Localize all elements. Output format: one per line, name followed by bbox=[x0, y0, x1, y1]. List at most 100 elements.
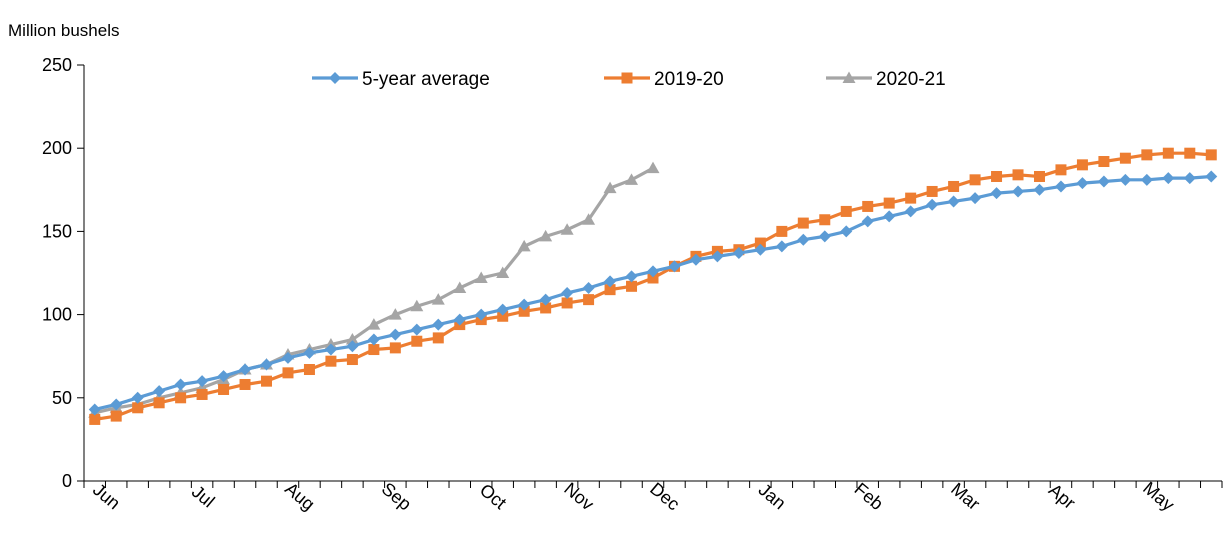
data-point bbox=[883, 210, 896, 223]
series-0 bbox=[88, 170, 1218, 416]
data-point bbox=[196, 375, 209, 388]
data-point bbox=[840, 225, 853, 238]
data-point bbox=[1119, 173, 1132, 186]
plot-area bbox=[88, 147, 1218, 425]
data-point bbox=[260, 358, 273, 371]
y-tick-label: 150 bbox=[42, 221, 72, 241]
data-point bbox=[410, 299, 424, 312]
x-tick-label: Feb bbox=[851, 479, 888, 514]
legend-item: 2020-21 bbox=[826, 69, 946, 90]
x-tick-label: Aug bbox=[281, 478, 318, 514]
data-point bbox=[689, 253, 702, 266]
data-point bbox=[1076, 177, 1089, 190]
data-point bbox=[904, 205, 917, 218]
legend-label: 2020-21 bbox=[876, 69, 946, 90]
data-point bbox=[625, 173, 639, 185]
x-tick-label: Mar bbox=[947, 479, 984, 514]
data-point bbox=[329, 72, 341, 84]
data-point bbox=[604, 275, 617, 288]
data-point bbox=[583, 294, 595, 306]
data-point bbox=[345, 333, 359, 345]
data-point bbox=[153, 397, 165, 409]
data-point bbox=[969, 174, 981, 186]
data-point bbox=[1162, 147, 1174, 159]
data-point bbox=[711, 250, 724, 263]
x-tick-label: May bbox=[1139, 478, 1178, 515]
data-point bbox=[1012, 169, 1024, 181]
data-point bbox=[797, 233, 810, 246]
data-point bbox=[540, 302, 552, 314]
data-point bbox=[561, 297, 573, 309]
legend-label: 5-year average bbox=[362, 69, 490, 90]
data-point bbox=[346, 354, 358, 366]
x-tick-label: Jan bbox=[755, 479, 790, 513]
data-point bbox=[389, 342, 401, 354]
data-point bbox=[862, 200, 874, 212]
y-tick-label: 250 bbox=[42, 55, 72, 75]
data-point bbox=[303, 346, 316, 359]
legend-item: 2019-20 bbox=[604, 69, 724, 90]
data-point bbox=[110, 398, 123, 411]
y-axis-title: Million bushels bbox=[8, 21, 120, 40]
data-point bbox=[1054, 180, 1067, 193]
data-point bbox=[518, 298, 531, 311]
data-point bbox=[196, 388, 208, 400]
data-point bbox=[1162, 172, 1175, 185]
data-point bbox=[969, 192, 982, 205]
data-point bbox=[621, 72, 633, 84]
x-tick-label: Dec bbox=[646, 478, 683, 514]
data-point bbox=[582, 281, 595, 294]
data-point bbox=[239, 378, 251, 390]
data-point bbox=[346, 340, 359, 353]
data-point bbox=[1097, 175, 1110, 188]
data-point bbox=[218, 383, 230, 395]
data-point bbox=[883, 197, 895, 209]
y-tick-label: 100 bbox=[42, 305, 72, 325]
data-point bbox=[990, 187, 1003, 200]
data-point bbox=[1205, 170, 1218, 183]
data-point bbox=[646, 161, 660, 174]
data-point bbox=[475, 308, 488, 321]
data-point bbox=[325, 355, 337, 367]
series-2 bbox=[88, 161, 660, 418]
data-point bbox=[367, 333, 380, 346]
data-point bbox=[518, 305, 530, 317]
data-point bbox=[625, 270, 638, 283]
data-point bbox=[496, 266, 510, 278]
data-point bbox=[474, 271, 488, 283]
data-point bbox=[861, 215, 874, 228]
data-point bbox=[905, 192, 917, 204]
data-point bbox=[1119, 152, 1131, 164]
data-point bbox=[818, 230, 831, 243]
data-point bbox=[217, 370, 230, 383]
data-point bbox=[153, 385, 166, 398]
data-point bbox=[539, 293, 552, 306]
data-point bbox=[1012, 185, 1025, 198]
data-point bbox=[819, 214, 831, 226]
y-tick-label: 50 bbox=[52, 388, 72, 408]
data-point bbox=[926, 185, 938, 197]
data-point bbox=[453, 281, 467, 293]
data-point bbox=[991, 170, 1003, 182]
data-point bbox=[561, 286, 574, 299]
data-point bbox=[110, 410, 122, 422]
data-point bbox=[1184, 147, 1196, 159]
data-point bbox=[1183, 172, 1196, 185]
y-tick-label: 200 bbox=[42, 138, 72, 158]
data-point bbox=[367, 318, 381, 330]
data-point bbox=[1141, 149, 1153, 161]
data-point bbox=[453, 313, 466, 326]
data-point bbox=[1205, 149, 1217, 161]
data-point bbox=[604, 284, 616, 296]
series-line bbox=[94, 174, 1212, 412]
data-point bbox=[432, 332, 444, 344]
data-point bbox=[431, 293, 445, 305]
data-point bbox=[1140, 173, 1153, 186]
data-point bbox=[647, 272, 659, 284]
data-point bbox=[754, 237, 766, 249]
data-point bbox=[89, 413, 101, 425]
data-point bbox=[775, 240, 788, 253]
data-point bbox=[497, 310, 509, 322]
data-point bbox=[842, 71, 856, 83]
